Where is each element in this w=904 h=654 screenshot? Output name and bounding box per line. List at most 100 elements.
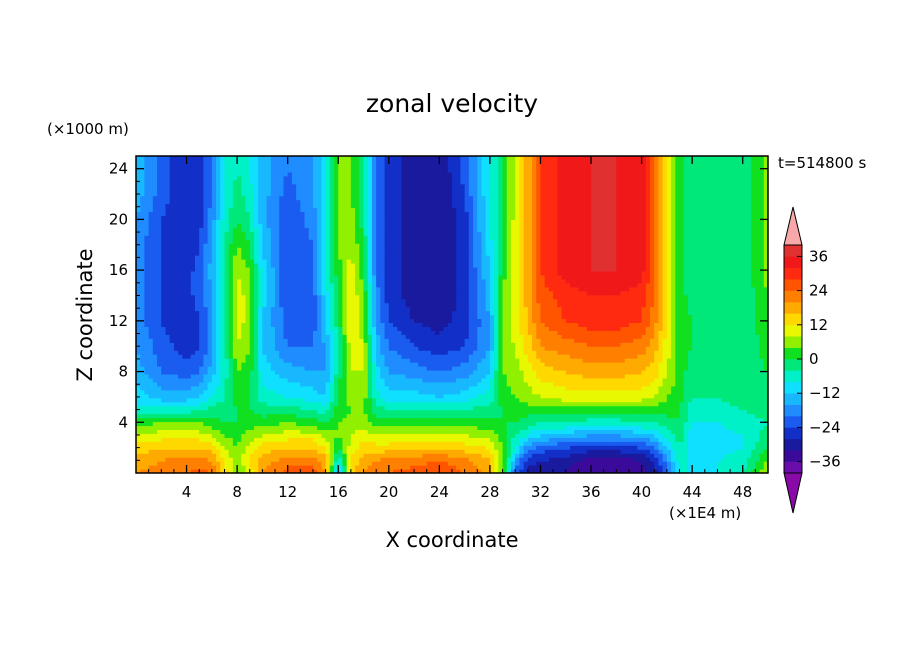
field-cell bbox=[312, 465, 318, 470]
field-cell bbox=[186, 195, 192, 201]
field-cell bbox=[342, 354, 348, 359]
field-cell bbox=[312, 405, 318, 411]
field-cell bbox=[173, 310, 179, 316]
field-cell bbox=[173, 465, 179, 470]
field-cell bbox=[169, 322, 175, 327]
field-cell bbox=[279, 294, 285, 300]
field-cell bbox=[194, 465, 200, 470]
field-cell bbox=[291, 306, 297, 312]
field-cell bbox=[367, 294, 373, 300]
field-cell bbox=[291, 421, 297, 427]
field-cell bbox=[186, 159, 192, 165]
field-cell bbox=[199, 183, 205, 189]
field-cell bbox=[140, 417, 146, 423]
field-cell bbox=[304, 453, 310, 458]
field-cell bbox=[270, 397, 276, 403]
field-cell bbox=[266, 318, 272, 324]
field-cell bbox=[384, 262, 390, 268]
field-cell bbox=[165, 441, 171, 446]
field-cell bbox=[376, 350, 381, 355]
field-cell bbox=[312, 282, 318, 288]
field-cell bbox=[161, 369, 167, 375]
field-cell bbox=[342, 227, 348, 232]
field-cell bbox=[207, 183, 213, 189]
field-cell bbox=[321, 437, 327, 442]
field-cell bbox=[178, 156, 183, 161]
field-cell bbox=[173, 346, 179, 351]
field-cell bbox=[287, 171, 293, 177]
field-cell bbox=[152, 262, 158, 268]
field-cell bbox=[245, 223, 251, 228]
field-cell bbox=[275, 159, 280, 165]
field-cell bbox=[266, 251, 272, 256]
field-cell bbox=[211, 465, 217, 470]
field-cell bbox=[371, 314, 377, 320]
field-cell bbox=[275, 259, 280, 264]
field-cell bbox=[283, 294, 289, 300]
field-cell bbox=[270, 255, 276, 260]
field-cell bbox=[363, 223, 369, 228]
field-cell bbox=[207, 251, 213, 256]
field-cell bbox=[384, 171, 390, 177]
field-cell bbox=[371, 461, 377, 466]
field-cell bbox=[207, 330, 213, 335]
field-cell bbox=[216, 437, 221, 442]
field-cell bbox=[384, 346, 390, 351]
field-cell bbox=[266, 369, 272, 375]
field-cell bbox=[342, 203, 348, 209]
field-cell bbox=[157, 231, 162, 236]
field-cell bbox=[363, 346, 369, 351]
field-cell bbox=[157, 445, 162, 450]
field-cell bbox=[241, 266, 247, 272]
field-cell bbox=[152, 167, 158, 173]
field-cell bbox=[232, 385, 238, 391]
field-cell bbox=[165, 453, 171, 458]
field-cell bbox=[190, 318, 196, 324]
field-cell bbox=[237, 369, 242, 375]
field-cell bbox=[270, 350, 276, 355]
field-cell bbox=[325, 350, 331, 355]
field-cell bbox=[262, 469, 268, 473]
field-cell bbox=[228, 334, 234, 339]
field-cell bbox=[304, 223, 310, 228]
field-cell bbox=[342, 231, 348, 236]
field-cell bbox=[275, 191, 280, 197]
field-cell bbox=[203, 290, 209, 296]
field-cell bbox=[329, 469, 335, 473]
field-cell bbox=[161, 310, 167, 316]
field-cell bbox=[346, 187, 352, 193]
field-cell bbox=[338, 437, 344, 442]
field-cell bbox=[371, 199, 377, 205]
field-cell bbox=[157, 215, 162, 220]
field-cell bbox=[312, 385, 318, 391]
field-cell bbox=[199, 306, 205, 312]
field-cell bbox=[355, 167, 360, 173]
field-cell bbox=[325, 330, 331, 335]
field-cell bbox=[182, 274, 188, 280]
field-cell bbox=[157, 298, 162, 304]
field-cell bbox=[228, 163, 234, 169]
field-cell bbox=[216, 199, 221, 205]
field-cell bbox=[312, 326, 318, 331]
field-cell bbox=[359, 219, 365, 224]
field-cell bbox=[249, 207, 255, 213]
field-cell bbox=[363, 358, 369, 363]
field-cell bbox=[359, 278, 365, 284]
field-cell bbox=[258, 247, 263, 252]
field-cell bbox=[270, 243, 276, 248]
field-cell bbox=[165, 397, 171, 403]
field-cell bbox=[371, 310, 377, 316]
field-cell bbox=[371, 167, 377, 173]
field-cell bbox=[376, 354, 381, 359]
field-cell bbox=[169, 310, 175, 316]
field-cell bbox=[334, 441, 339, 446]
field-cell bbox=[232, 417, 238, 423]
field-cell bbox=[140, 389, 146, 395]
field-cell bbox=[359, 421, 365, 427]
field-cell bbox=[220, 457, 226, 462]
field-cell bbox=[287, 425, 293, 431]
field-cell bbox=[338, 235, 344, 240]
field-cell bbox=[283, 381, 289, 387]
field-cell bbox=[203, 358, 209, 363]
field-cell bbox=[325, 433, 331, 438]
